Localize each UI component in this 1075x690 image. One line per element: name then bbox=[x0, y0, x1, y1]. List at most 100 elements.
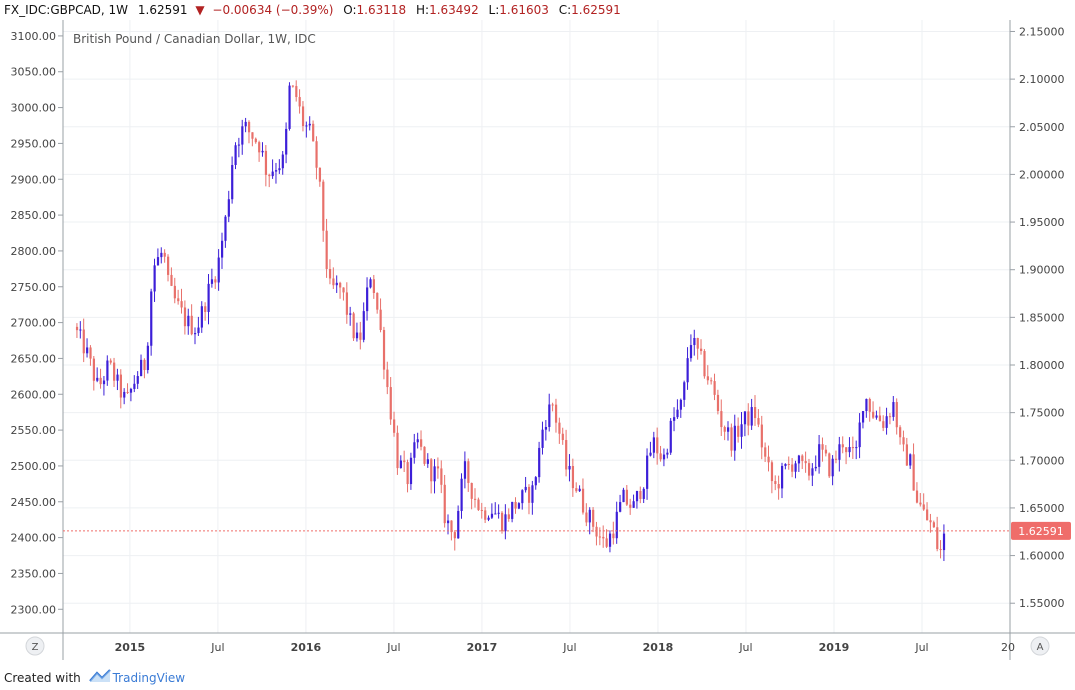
left-tick-label: 2600.00 bbox=[11, 388, 57, 401]
candle-body bbox=[936, 527, 939, 550]
candle-body bbox=[194, 333, 197, 335]
candle-body bbox=[281, 154, 284, 169]
candle-body bbox=[86, 347, 89, 354]
candle-body bbox=[861, 411, 865, 423]
left-tick-label: 3000.00 bbox=[11, 102, 57, 115]
candle-body bbox=[848, 446, 851, 453]
open-value: 1.63118 bbox=[356, 3, 407, 17]
right-tick-label: 1.60000 bbox=[1019, 550, 1065, 563]
footer: Created with TradingView bbox=[0, 667, 400, 689]
candle-body bbox=[750, 407, 753, 426]
candle-body bbox=[804, 461, 807, 464]
candle-body bbox=[79, 329, 82, 331]
candle-body bbox=[824, 449, 828, 454]
right-tick-label: 1.80000 bbox=[1019, 359, 1065, 372]
candle-body bbox=[538, 447, 541, 478]
low-label: L: bbox=[488, 3, 500, 17]
candle-body bbox=[909, 454, 912, 466]
candle-body bbox=[527, 486, 531, 503]
candle-body bbox=[561, 433, 564, 441]
candle-body bbox=[379, 309, 382, 330]
candle-body bbox=[150, 291, 153, 346]
candle-body bbox=[882, 421, 885, 428]
candle-body bbox=[939, 549, 942, 551]
price-chart[interactable]: 3100.00 3050.00 3000.00 2950.00 2900.00 2850.… bbox=[0, 0, 1075, 667]
right-tick-label: 1.75000 bbox=[1019, 407, 1065, 420]
candle-body bbox=[490, 513, 494, 518]
candle-body bbox=[865, 398, 868, 412]
candle-body bbox=[602, 536, 605, 539]
candle-body bbox=[666, 452, 669, 455]
candle-body bbox=[612, 533, 615, 539]
candle-body bbox=[82, 329, 85, 354]
x-tick-label: 2018 bbox=[643, 641, 674, 654]
candle-body bbox=[727, 427, 730, 432]
candle-body bbox=[676, 409, 679, 418]
plot-area[interactable] bbox=[63, 20, 1010, 633]
candle-body bbox=[160, 252, 163, 258]
candle-body bbox=[659, 453, 662, 460]
candle-body bbox=[106, 360, 109, 381]
candle-body bbox=[696, 338, 699, 349]
candle-body bbox=[254, 138, 257, 143]
candle-body bbox=[517, 503, 521, 509]
candle-body bbox=[834, 458, 838, 460]
candle-body bbox=[261, 150, 264, 153]
symbol-label[interactable]: FX_IDC:GBPCAD, 1W bbox=[4, 3, 129, 17]
candle-body bbox=[180, 301, 183, 308]
candle-body bbox=[430, 459, 433, 482]
candle-body bbox=[851, 446, 855, 449]
candle-body bbox=[325, 230, 328, 269]
last-price-tag-label: 1.62591 bbox=[1018, 525, 1064, 538]
candle-body bbox=[534, 477, 537, 486]
right-tick-label: 1.95000 bbox=[1019, 216, 1065, 229]
candle-body bbox=[568, 466, 571, 470]
candle-body bbox=[730, 427, 733, 451]
candle-body bbox=[713, 381, 716, 395]
left-tick-label: 2550.00 bbox=[11, 424, 57, 437]
candle-body bbox=[170, 274, 173, 286]
candle-body bbox=[305, 125, 308, 127]
candle-body bbox=[318, 167, 322, 182]
left-tick-label: 2850.00 bbox=[11, 209, 57, 222]
chart-title: British Pound / Canadian Dollar, 1W, IDC bbox=[73, 32, 316, 46]
candle-body bbox=[565, 440, 568, 470]
candle-body bbox=[244, 121, 247, 127]
left-tick-label: 2300.00 bbox=[11, 603, 57, 616]
candle-body bbox=[662, 454, 666, 460]
candle-body bbox=[797, 455, 801, 464]
right-tick-label: 2.10000 bbox=[1019, 73, 1065, 86]
right-tick-label: 2.15000 bbox=[1019, 25, 1065, 38]
candle-body bbox=[669, 420, 672, 453]
candle-body bbox=[177, 298, 180, 302]
candle-body bbox=[447, 520, 450, 524]
candle-body bbox=[807, 463, 811, 476]
auto-scale-button[interactable]: A bbox=[1030, 636, 1050, 656]
candle-body bbox=[878, 415, 882, 422]
scale-mode-button[interactable]: Z bbox=[25, 636, 45, 656]
x-tick-label: 20 bbox=[1001, 641, 1015, 654]
candle-body bbox=[716, 394, 720, 412]
candle-body bbox=[706, 376, 709, 381]
candle-body bbox=[821, 444, 824, 450]
candle-body bbox=[905, 444, 909, 466]
candle-body bbox=[774, 481, 777, 484]
left-tick-label: 2350.00 bbox=[11, 567, 57, 580]
candle-body bbox=[433, 466, 436, 482]
candle-body bbox=[700, 348, 703, 352]
candle-body bbox=[92, 358, 96, 381]
candle-body bbox=[426, 459, 429, 464]
tradingview-brand-link[interactable]: TradingView bbox=[112, 671, 186, 685]
tradingview-logo-icon[interactable] bbox=[88, 668, 111, 690]
candle-body bbox=[500, 512, 504, 532]
candle-body bbox=[656, 437, 659, 454]
candle-body bbox=[929, 520, 932, 523]
candle-body bbox=[639, 491, 642, 499]
candle-body bbox=[264, 150, 268, 175]
candle-body bbox=[689, 345, 693, 359]
last-price-tag bbox=[1011, 521, 1071, 540]
candle-body bbox=[308, 123, 311, 126]
candle-body bbox=[791, 464, 794, 472]
candle-body bbox=[116, 374, 119, 381]
candle-body bbox=[541, 429, 544, 448]
